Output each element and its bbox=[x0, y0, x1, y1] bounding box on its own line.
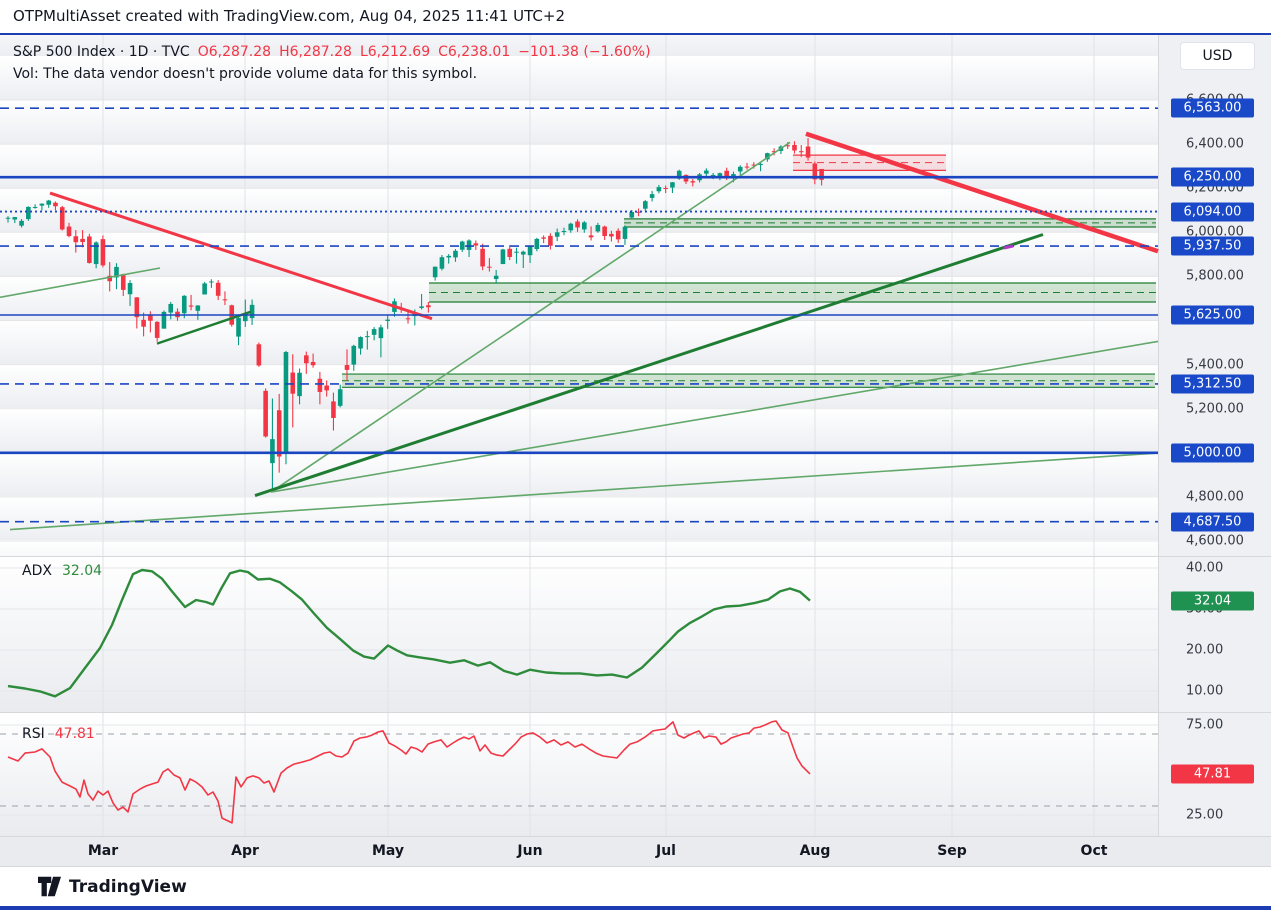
price-pane[interactable] bbox=[0, 35, 1158, 556]
rsi-value: 47.81 bbox=[54, 726, 95, 742]
legend-ohlc-item: −101.38 (−1.60%) bbox=[518, 44, 651, 60]
uptrend-left-short[interactable] bbox=[0, 267, 161, 299]
pane-separator[interactable] bbox=[0, 556, 1271, 557]
tradingview-logo-icon bbox=[38, 876, 61, 897]
adx-legend[interactable]: ADX 32.04 bbox=[22, 563, 102, 579]
currency-button[interactable]: USD bbox=[1180, 42, 1255, 70]
legend-ohlc-item: L6,212.69 bbox=[359, 44, 431, 60]
uptrend-mar-short[interactable] bbox=[156, 310, 252, 345]
top-divider bbox=[0, 33, 1271, 35]
supply-zone[interactable] bbox=[793, 154, 946, 171]
legend-symbol: S&P 500 Index · 1D · TVC bbox=[13, 44, 190, 60]
legend-ohlc-item: C6,238.01 bbox=[438, 44, 511, 60]
page-title: OTPMultiAsset created with TradingView.c… bbox=[13, 7, 566, 25]
rsi-legend[interactable]: RSI 47.81 bbox=[22, 726, 95, 742]
legend-ohlc-item: O6,287.28 bbox=[197, 44, 272, 60]
time-axis[interactable] bbox=[0, 837, 1271, 866]
intersection-mark bbox=[1003, 244, 1014, 250]
downtrend-feb-mar[interactable] bbox=[49, 191, 433, 321]
symbol-legend[interactable]: S&P 500 Index · 1D · TVC O6,287.28 H6,287.… bbox=[13, 44, 659, 60]
legend-ohlc-item: H6,287.28 bbox=[279, 44, 352, 60]
bottom-divider bbox=[0, 906, 1271, 910]
adx-label: ADX bbox=[22, 563, 52, 579]
pane-separator bbox=[0, 836, 1271, 837]
adx-pane[interactable] bbox=[0, 557, 1158, 712]
uptrend-long-low[interactable] bbox=[9, 452, 1159, 531]
pane-separator bbox=[0, 866, 1271, 867]
tradingview-logo[interactable]: TradingView bbox=[38, 876, 187, 897]
rsi-label: RSI bbox=[22, 726, 45, 742]
fan-steep[interactable] bbox=[270, 141, 791, 493]
rsi-line[interactable] bbox=[7, 720, 811, 824]
tradingview-logo-text: TradingView bbox=[69, 876, 187, 897]
fan-shallow[interactable] bbox=[270, 340, 1159, 493]
demand-zone-3[interactable] bbox=[342, 373, 1155, 388]
pane-separator[interactable] bbox=[0, 712, 1271, 713]
adx-line[interactable] bbox=[7, 568, 811, 698]
adx-value: 32.04 bbox=[61, 563, 103, 579]
volume-note: Vol: The data vendor doesn't provide vol… bbox=[13, 66, 478, 82]
demand-zone-2[interactable] bbox=[429, 282, 1156, 303]
downtrend-jul-sep[interactable] bbox=[805, 131, 1159, 254]
